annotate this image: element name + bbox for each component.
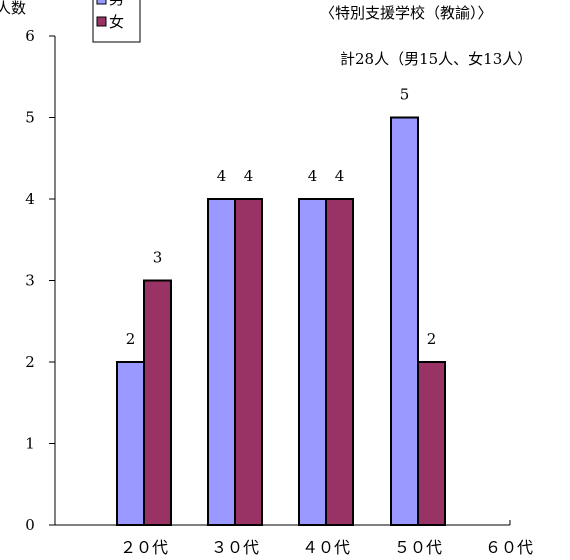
y-tick-label: 0 bbox=[25, 516, 35, 534]
x-labels: ２０代 ３０代 ４０代 ５０代 ６０代 bbox=[120, 520, 533, 557]
y-tick-label: 3 bbox=[25, 272, 35, 290]
x-tick-label: ５０代 bbox=[394, 538, 442, 557]
data-label: 2 bbox=[126, 330, 136, 348]
x-tick-label: ２０代 bbox=[120, 538, 168, 557]
bar-male bbox=[207, 198, 236, 526]
y-tick-label: 4 bbox=[25, 190, 35, 208]
data-label: 5 bbox=[400, 86, 410, 104]
bar-female bbox=[417, 361, 446, 526]
legend-swatch-male bbox=[96, 0, 107, 5]
y-tick-label: 1 bbox=[25, 435, 35, 453]
y-ticks: 0 1 2 3 4 5 6 bbox=[25, 27, 55, 534]
legend-label-female: 女 bbox=[109, 13, 124, 31]
data-label: 4 bbox=[308, 167, 318, 185]
bar-female bbox=[143, 279, 172, 526]
data-label: 4 bbox=[217, 167, 227, 185]
legend-swatch-female bbox=[96, 16, 107, 27]
bar-male bbox=[390, 116, 419, 526]
bar-female bbox=[325, 198, 354, 526]
bars: 234 4 4 452 bbox=[116, 86, 446, 526]
chart-title: 〈特別支援学校（教諭）〉 bbox=[320, 4, 493, 22]
data-label: 4 bbox=[244, 167, 254, 185]
y-axis-title: 人数 bbox=[0, 0, 26, 17]
bar-male bbox=[298, 198, 327, 526]
x-tick-label: ６０代 bbox=[485, 538, 533, 557]
y-tick-label: 6 bbox=[25, 27, 35, 45]
data-label: 4 bbox=[335, 167, 345, 185]
data-label: 3 bbox=[153, 249, 163, 267]
legend-label-male: 男 bbox=[109, 0, 124, 8]
x-tick-label: ３０代 bbox=[211, 538, 259, 557]
x-tick-label: ４０代 bbox=[302, 538, 350, 557]
y-tick-label: 5 bbox=[25, 109, 35, 127]
bar-female bbox=[234, 198, 263, 526]
bar-male bbox=[116, 361, 145, 526]
data-label: 2 bbox=[427, 330, 437, 348]
legend: 男 女 bbox=[92, 0, 141, 43]
y-tick-label: 2 bbox=[25, 353, 35, 371]
chart-subtitle: 計28人（男15人、女13人） bbox=[340, 50, 532, 68]
